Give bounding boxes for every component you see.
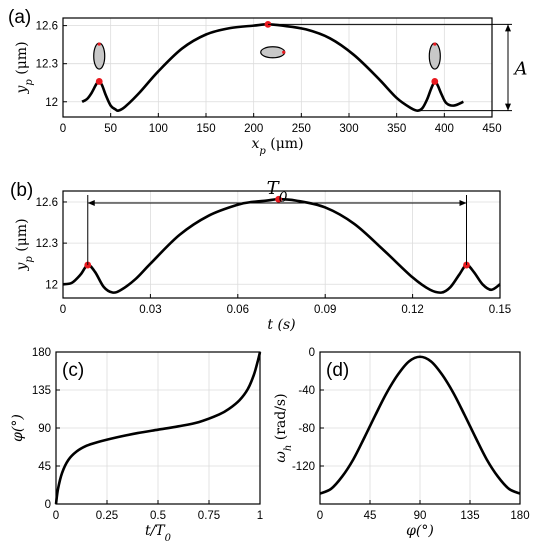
x-tick-label: 0.75 <box>198 510 220 522</box>
panel-label: (a) <box>8 7 31 28</box>
arrowhead <box>505 24 511 32</box>
y-tick-label: 12 <box>45 97 58 109</box>
panel-label: (c) <box>62 360 84 381</box>
x-tick-label: 0.03 <box>139 304 161 316</box>
x-axis-label: xp (μm) <box>251 136 303 157</box>
x-tick-label: 200 <box>244 123 263 135</box>
x-tick-label: 50 <box>104 123 117 135</box>
x-tick-label: 350 <box>387 123 406 135</box>
arrowhead <box>87 200 95 206</box>
x-tick-label: 180 <box>510 510 529 522</box>
x-tick-label: 90 <box>414 510 427 522</box>
arrowhead <box>505 103 511 111</box>
y-axis-label: yp (μm) <box>14 218 35 271</box>
cell-shape <box>428 42 441 70</box>
x-tick-label: 0 <box>60 304 66 316</box>
cell-point-marker <box>97 42 101 46</box>
x-axis-label: t/T0 <box>145 523 172 544</box>
y-tick-label: 90 <box>38 423 51 435</box>
x-tick-label: 0.5 <box>150 510 166 522</box>
x-tick-label: 250 <box>292 123 311 135</box>
x-tick-label: 0.06 <box>227 304 249 316</box>
y-tick-label: -80 <box>298 423 315 435</box>
cell-point-marker <box>282 50 286 54</box>
x-tick-label: 450 <box>482 123 501 135</box>
x-tick-label: 135 <box>460 510 479 522</box>
x-tick-label: 0 <box>317 510 323 522</box>
y-tick-label: 180 <box>32 347 51 359</box>
cell-shape <box>260 46 286 59</box>
y-tick-label: 12.6 <box>36 197 58 209</box>
y-tick-label: 0 <box>45 499 51 511</box>
data-point-marker <box>95 78 103 85</box>
x-tick-label: 100 <box>149 123 168 135</box>
y-tick-label: 12.3 <box>36 59 58 71</box>
cell-point-marker <box>433 42 437 46</box>
amplitude-label: A <box>513 59 528 80</box>
panel-c: 0 0.25 0.5 0.75 1 0 45 90 135 180 (c) t/T0 φ(°) <box>10 347 263 544</box>
period-label: T0 <box>267 178 288 206</box>
y-tick-label: -120 <box>292 461 315 473</box>
x-tick-label: 300 <box>339 123 358 135</box>
x-axis-label: φ(°) <box>406 523 434 539</box>
x-tick-label: 0.09 <box>314 304 336 316</box>
x-tick-label: 0 <box>53 510 59 522</box>
cell-shape <box>93 42 106 70</box>
y-axis-label: yp (μm) <box>14 41 35 94</box>
axes-box <box>62 17 493 118</box>
x-tick-label: 150 <box>196 123 215 135</box>
y-tick-label: 135 <box>32 385 51 397</box>
x-tick-label: 1 <box>257 510 263 522</box>
axes-box <box>62 190 501 299</box>
data-point-marker <box>275 195 282 203</box>
x-tick-label: 0.25 <box>96 510 118 522</box>
y-tick-label: 12 <box>45 279 58 291</box>
y-axis-label: φ(°) <box>10 414 26 442</box>
y-tick-label: 0 <box>309 347 315 359</box>
data-point-marker <box>431 78 439 85</box>
panel-b: 0 0.03 0.06 0.09 0.12 0.15 12 12.3 12.6(b) t (s) y… <box>10 178 511 333</box>
panel-label: (d) <box>326 360 349 381</box>
panel-a: 0 50 100 150 200 250 300 350 400 450 12 12.3 12.6 (a)… <box>8 7 528 157</box>
series-line <box>62 197 501 294</box>
x-tick-label: 45 <box>364 510 377 522</box>
series-line <box>54 351 262 505</box>
y-tick-label: 12.3 <box>36 238 58 250</box>
x-tick-label: 0.15 <box>489 304 511 316</box>
x-axis-label: t (s) <box>267 317 295 333</box>
y-axis-label: ωh (rad/s) <box>273 393 294 462</box>
series-line <box>319 355 521 495</box>
y-tick-label: 45 <box>38 461 51 473</box>
x-tick-label: 0 <box>60 123 66 135</box>
y-tick-label: 12.6 <box>36 21 58 33</box>
x-tick-label: 400 <box>435 123 454 135</box>
panel-d: 0 45 90 135 180 0 -40 -80 -120 (d) φ(°) ωh (rad/s) <box>273 347 530 539</box>
arrowhead <box>459 200 467 206</box>
x-tick-label: 0.12 <box>401 304 423 316</box>
panel-label: (b) <box>10 180 33 201</box>
y-tick-label: -40 <box>298 385 315 397</box>
series-line <box>81 23 464 113</box>
